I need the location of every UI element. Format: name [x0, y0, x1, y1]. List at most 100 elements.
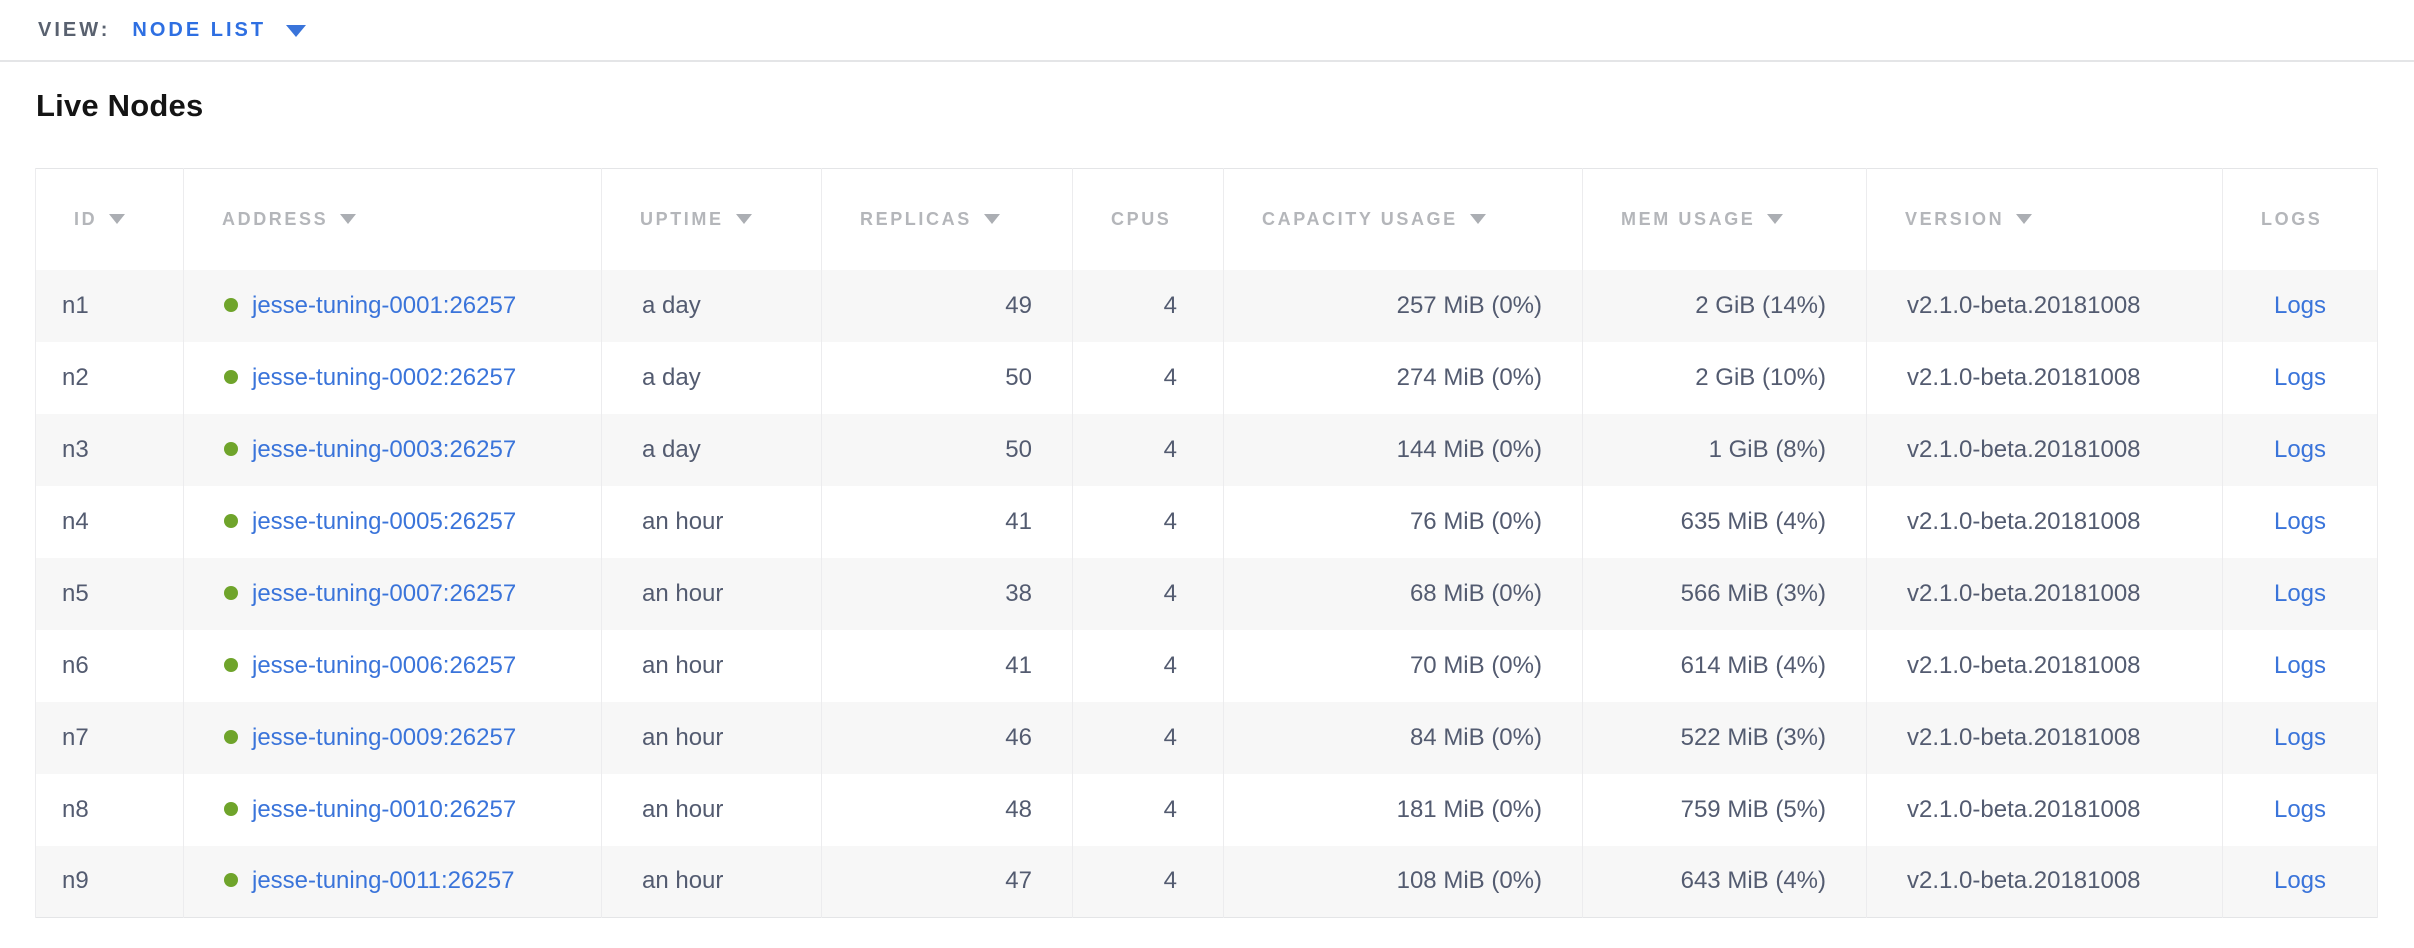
node-logs-link[interactable]: Logs: [2273, 867, 2327, 895]
node-replicas-cell: 38: [821, 557, 1073, 630]
column-header-replicas[interactable]: REPLICAS: [821, 168, 1073, 270]
table-row: n2 jesse-tuning-0002:26257 a day 50 4 274 MiB…: [35, 341, 2378, 414]
node-uptime-cell: a day: [601, 341, 822, 414]
node-status-healthy-icon: [224, 441, 238, 456]
sort-desc-icon: [1469, 213, 1486, 224]
node-status-healthy-icon: [224, 801, 238, 816]
node-capacity-cell: 144 MiB (0%): [1223, 413, 1583, 486]
column-header-label: LOGS: [2261, 208, 2323, 229]
node-logs-cell: Logs: [2222, 629, 2378, 702]
node-address-link[interactable]: jesse-tuning-0011:26257: [252, 867, 515, 895]
view-selector-dropdown[interactable]: NODE LIST: [132, 18, 307, 42]
node-logs-link[interactable]: Logs: [2273, 723, 2327, 751]
node-replicas-cell: 49: [821, 269, 1073, 342]
column-header-mem[interactable]: MEM USAGE: [1582, 168, 1867, 270]
node-version-cell: v2.1.0-beta.20181008: [1866, 269, 2223, 342]
node-logs-cell: Logs: [2222, 701, 2378, 774]
node-mem-cell: 759 MiB (5%): [1582, 773, 1867, 846]
node-uptime-cell: an hour: [601, 845, 822, 918]
node-logs-cell: Logs: [2222, 845, 2378, 918]
table-row: n1 jesse-tuning-0001:26257 a day 49 4 257 MiB…: [35, 269, 2378, 342]
node-mem-cell: 2 GiB (14%): [1582, 269, 1867, 342]
view-selected-value: NODE LIST: [132, 18, 267, 41]
node-status-healthy-icon: [224, 657, 238, 672]
column-header-address[interactable]: ADDRESS: [183, 168, 602, 270]
node-logs-link[interactable]: Logs: [2273, 291, 2327, 319]
node-address-link[interactable]: jesse-tuning-0006:26257: [252, 651, 517, 679]
node-address-cell: jesse-tuning-0010:26257: [183, 773, 602, 846]
view-bar: VIEW: NODE LIST: [0, 0, 2414, 62]
node-replicas-cell: 47: [821, 845, 1073, 918]
node-logs-link[interactable]: Logs: [2273, 579, 2327, 607]
node-replicas-cell: 50: [821, 341, 1073, 414]
sort-desc-icon: [340, 213, 357, 224]
node-cpus-cell: 4: [1072, 629, 1224, 702]
node-address-cell: jesse-tuning-0002:26257: [183, 341, 602, 414]
node-status-healthy-icon: [224, 873, 238, 888]
column-header-capacity[interactable]: CAPACITY USAGE: [1223, 168, 1583, 270]
node-logs-link[interactable]: Logs: [2273, 435, 2327, 463]
node-mem-cell: 1 GiB (8%): [1582, 413, 1867, 486]
node-logs-link[interactable]: Logs: [2273, 363, 2327, 391]
node-address-link[interactable]: jesse-tuning-0001:26257: [252, 291, 517, 319]
chevron-down-icon: [286, 25, 307, 37]
node-address-link[interactable]: jesse-tuning-0007:26257: [252, 579, 517, 607]
column-header-version[interactable]: VERSION: [1866, 168, 2223, 270]
node-logs-link[interactable]: Logs: [2273, 651, 2327, 679]
node-replicas-cell: 41: [821, 629, 1073, 702]
node-uptime-cell: a day: [601, 269, 822, 342]
node-mem-cell: 635 MiB (4%): [1582, 485, 1867, 558]
column-header-label: VERSION: [1905, 208, 2005, 229]
sort-desc-icon: [1767, 213, 1784, 224]
node-version-cell: v2.1.0-beta.20181008: [1866, 413, 2223, 486]
node-uptime-cell: an hour: [601, 773, 822, 846]
column-header-id[interactable]: ID: [35, 168, 184, 270]
table-row: n4 jesse-tuning-0005:26257 an hour 41 4 76 Mi…: [35, 485, 2378, 558]
node-version-cell: v2.1.0-beta.20181008: [1866, 341, 2223, 414]
sort-desc-icon: [983, 213, 1000, 224]
node-id-cell: n5: [35, 557, 184, 630]
node-address-link[interactable]: jesse-tuning-0003:26257: [252, 435, 517, 463]
node-logs-cell: Logs: [2222, 773, 2378, 846]
table-row: n8 jesse-tuning-0010:26257 an hour 48 4 181 M…: [35, 773, 2378, 846]
node-capacity-cell: 108 MiB (0%): [1223, 845, 1583, 918]
node-id-cell: n1: [35, 269, 184, 342]
node-cpus-cell: 4: [1072, 701, 1224, 774]
node-address-cell: jesse-tuning-0006:26257: [183, 629, 602, 702]
node-mem-cell: 566 MiB (3%): [1582, 557, 1867, 630]
node-logs-link[interactable]: Logs: [2273, 507, 2327, 535]
node-version-cell: v2.1.0-beta.20181008: [1866, 845, 2223, 918]
sort-desc-icon: [2016, 213, 2033, 224]
node-logs-cell: Logs: [2222, 341, 2378, 414]
node-id-cell: n6: [35, 629, 184, 702]
node-address-link[interactable]: jesse-tuning-0002:26257: [252, 363, 517, 391]
node-address-link[interactable]: jesse-tuning-0009:26257: [252, 723, 517, 751]
node-status-healthy-icon: [224, 729, 238, 744]
node-logs-cell: Logs: [2222, 557, 2378, 630]
node-capacity-cell: 70 MiB (0%): [1223, 629, 1583, 702]
column-header-label: ID: [74, 208, 98, 229]
node-cpus-cell: 4: [1072, 557, 1224, 630]
node-address-cell: jesse-tuning-0005:26257: [183, 485, 602, 558]
node-id-cell: n8: [35, 773, 184, 846]
node-id-cell: n4: [35, 485, 184, 558]
node-address-link[interactable]: jesse-tuning-0010:26257: [252, 795, 517, 823]
node-address-link[interactable]: jesse-tuning-0005:26257: [252, 507, 517, 535]
node-replicas-cell: 48: [821, 773, 1073, 846]
node-version-cell: v2.1.0-beta.20181008: [1866, 629, 2223, 702]
node-uptime-cell: an hour: [601, 701, 822, 774]
node-logs-cell: Logs: [2222, 269, 2378, 342]
column-header-label: CAPACITY USAGE: [1262, 208, 1458, 229]
node-cpus-cell: 4: [1072, 773, 1224, 846]
column-header-cpus: CPUS: [1072, 168, 1224, 270]
node-uptime-cell: an hour: [601, 485, 822, 558]
column-header-uptime[interactable]: UPTIME: [601, 168, 822, 270]
sort-desc-icon: [735, 213, 752, 224]
node-logs-link[interactable]: Logs: [2273, 795, 2327, 823]
node-version-cell: v2.1.0-beta.20181008: [1866, 485, 2223, 558]
column-header-logs: LOGS: [2222, 168, 2378, 270]
node-replicas-cell: 46: [821, 701, 1073, 774]
page-title: Live Nodes: [36, 88, 204, 123]
node-replicas-cell: 41: [821, 485, 1073, 558]
node-mem-cell: 2 GiB (10%): [1582, 341, 1867, 414]
